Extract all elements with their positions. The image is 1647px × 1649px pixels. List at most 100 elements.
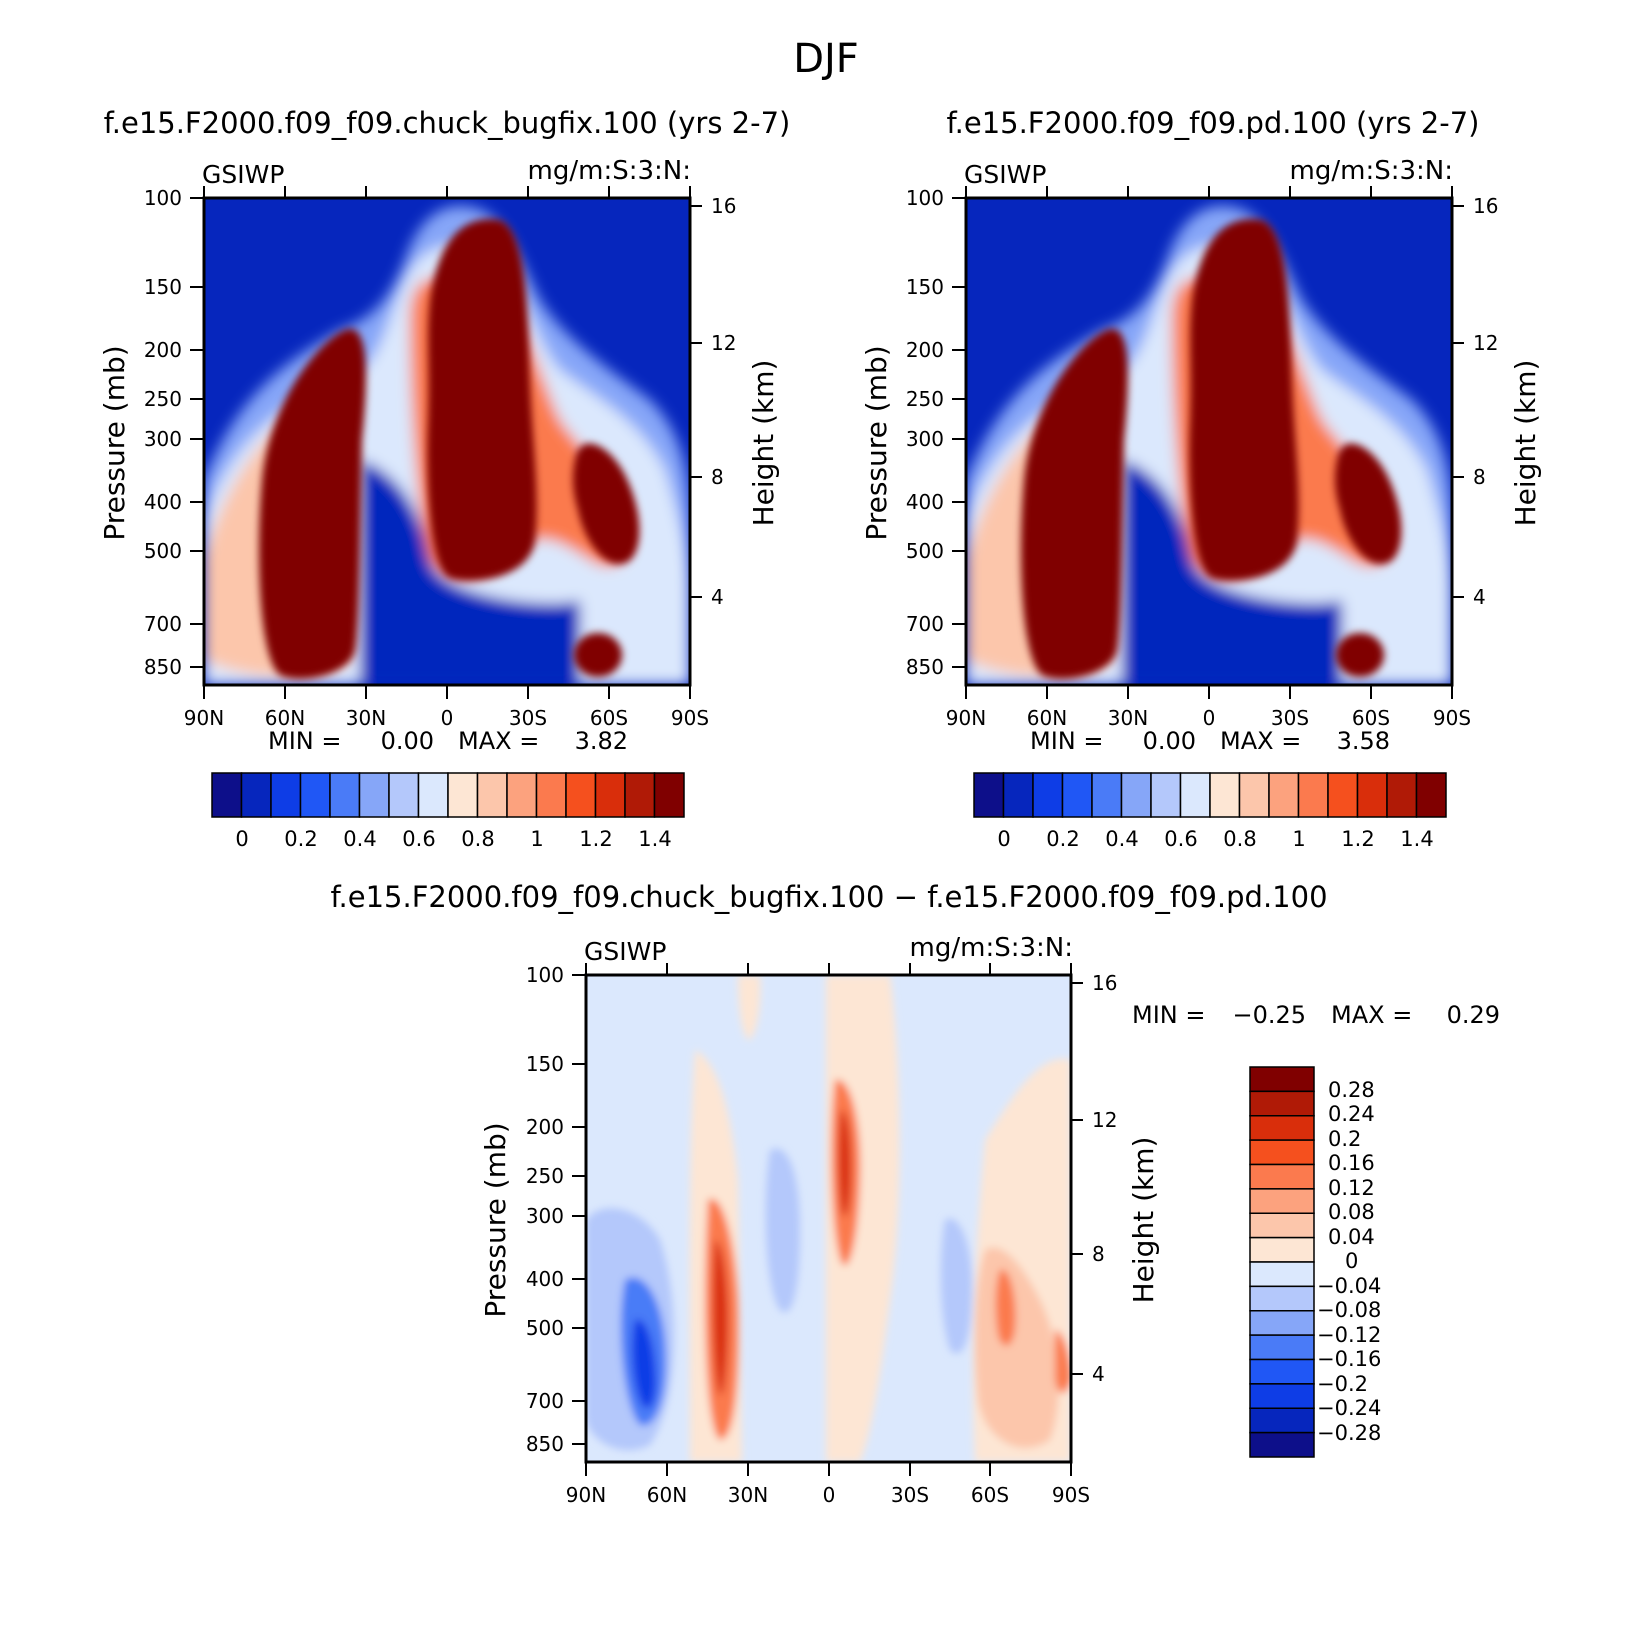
panel-1-colorbar [211,772,685,818]
panel-1-y-tick-label: 150 [144,275,182,299]
panel-1-y-tick-label: 300 [144,427,182,451]
panel-1-y-tick-label: 250 [144,387,182,411]
panel-3-pos-90s-edge [1055,1330,1071,1394]
panel-2-ylabel-right: Height (km) [1509,360,1542,527]
colorbar-swatch [1249,1358,1315,1385]
panel-3-colorbar [1249,1066,1315,1458]
panel-1-height-tick-label: 12 [711,331,736,355]
colorbar-swatch [1297,772,1329,818]
panel-2-x-tick-label: 0 [1203,706,1216,730]
panel-1-colorbar-label: 0.6 [402,827,435,851]
colorbar-swatch [1032,772,1064,818]
panel-2-height-tick-label: 4 [1473,585,1486,609]
colorbar-swatch [1249,1334,1315,1361]
panel-2-min-label: MIN = [1030,727,1103,755]
panel-1-colorbar-label: 0.2 [284,827,317,851]
panel-1-colorbar-label: 1 [530,827,543,851]
panel-3-y-tick-label: 200 [526,1115,564,1139]
panel-2-core-nh [1021,328,1128,679]
colorbar-swatch [535,772,567,818]
panel-3-colorbar-label: −0.08 [1317,1298,1381,1322]
panel-1-min-label: MIN = [268,727,341,755]
panel-1-colorbar-label: 0 [235,827,248,851]
panel-3-colorbar-label: −0.28 [1317,1421,1381,1445]
panel-2-colorbar-label: 1 [1292,827,1305,851]
panel-1-x-ticks [203,186,691,699]
colorbar-swatch [1249,1407,1315,1434]
panel-1-axes: 90N 60N 30N 0 30S 60S 90S 100 150 200 25… [98,186,780,730]
colorbar-swatch [624,772,656,818]
colorbar-swatch [1002,772,1034,818]
panel-3-colorbar-label: 0.04 [1328,1225,1375,1249]
panel-2-x-tick-label: 60S [1352,706,1390,730]
panel-3-x-tick-label: 90S [1052,1483,1090,1507]
panel-3-colorbar-label: 0.08 [1328,1200,1375,1224]
panel-3-colorbar-label: −0.2 [1317,1372,1368,1396]
colorbar-swatch [1061,772,1093,818]
panel-3-plot-area [586,975,1071,1462]
panel-3-height-tick-label: 8 [1092,1242,1105,1266]
colorbar-swatch [476,772,508,818]
panel-2-max-label: MAX = [1220,727,1301,755]
panel-3-max-value: 0.29 [1447,1001,1500,1029]
panel-3-min-value: −0.25 [1232,1001,1306,1029]
panel-1-height-tick-label: 4 [711,585,724,609]
panel-2-y-tick-label: 700 [906,612,944,636]
panel-3-y-tick-label: 500 [526,1316,564,1340]
panel-2-colorbar-label: 0.6 [1164,827,1197,851]
panel-1-title: f.e15.F2000.f09_f09.chuck_bugfix.100 (yr… [104,106,791,140]
panel-2-units-label: mg/m:S:3:N: [1290,156,1453,186]
panel-1-units-label: mg/m:S:3:N: [528,156,691,186]
panel-2-colorbar-label: 0.2 [1046,827,1079,851]
panel-2-x-tick-label: 90N [946,706,986,730]
panel-1-x-tick-label: 90S [671,706,709,730]
panel-3-height-tick-label: 16 [1092,971,1117,995]
colorbar-swatch [506,772,538,818]
panel-3-pos-90s-mid [995,1269,1016,1346]
colorbar-swatch [1091,772,1123,818]
panel-1-colorbar-label: 1.4 [638,827,671,851]
panel-3-pos-top-left [738,975,761,1040]
panel-3-colorbar-label: −0.16 [1317,1347,1381,1371]
panel-2-height-tick-label: 16 [1473,194,1498,218]
colorbar-swatch [1238,772,1270,818]
panel-1-colorbar-label: 0.4 [343,827,376,851]
panel-3-y-tick-label: 850 [526,1432,564,1456]
colorbar-swatch [1268,772,1300,818]
panel-1-x-tick-label: 60N [265,706,305,730]
panel-3-pos-30n-dark [712,1240,728,1396]
panel-3-x-tick-label: 30S [891,1483,929,1507]
panel-2-y-tick-label: 250 [906,387,944,411]
panel-2-y-tick-label: 200 [906,338,944,362]
panel-2-height-tick-label: 8 [1473,465,1486,489]
colorbar-swatch [1249,1188,1315,1214]
colorbar-swatch [1120,772,1152,818]
panel-3-x-ticks [585,963,1072,1476]
panel-3-colorbar-label: −0.04 [1317,1274,1381,1298]
panel-3-ylabel-right: Height (km) [1127,1137,1160,1304]
panel-1-y-tick-label: 400 [144,490,182,514]
colorbar-swatch [1179,772,1211,818]
panel-3-contours [586,975,1071,1462]
panel-2-core-sh-low [1336,633,1384,677]
colorbar-swatch [1249,1310,1315,1336]
colorbar-swatch [358,772,390,818]
colorbar-swatch [1249,1066,1315,1093]
colorbar-swatch [1249,1139,1315,1166]
panel-2-y-tick-label: 850 [906,655,944,679]
colorbar-swatch [653,772,685,818]
panel-1-x-tick-label: 0 [441,706,454,730]
panel-3-x-tick-label: 60N [647,1483,687,1507]
panel-3-colorbar-label: −0.12 [1317,1323,1381,1347]
colorbar-swatch [388,772,420,818]
panel-2-max-value: 3.58 [1337,727,1390,755]
panel-3-colorbar-label: 0 [1345,1249,1358,1273]
panel-1-x-tick-label: 90N [184,706,224,730]
figure-title: DJF [793,36,859,82]
panel-3-colorbar-label: 0.12 [1328,1176,1375,1200]
panel-1-ylabel: Pressure (mb) [98,345,131,540]
colorbar-swatch [1249,1115,1315,1141]
panel-3-colorbar-label: 0.2 [1328,1127,1361,1151]
colorbar-swatch [1249,1090,1315,1117]
colorbar-swatch [1249,1285,1315,1312]
